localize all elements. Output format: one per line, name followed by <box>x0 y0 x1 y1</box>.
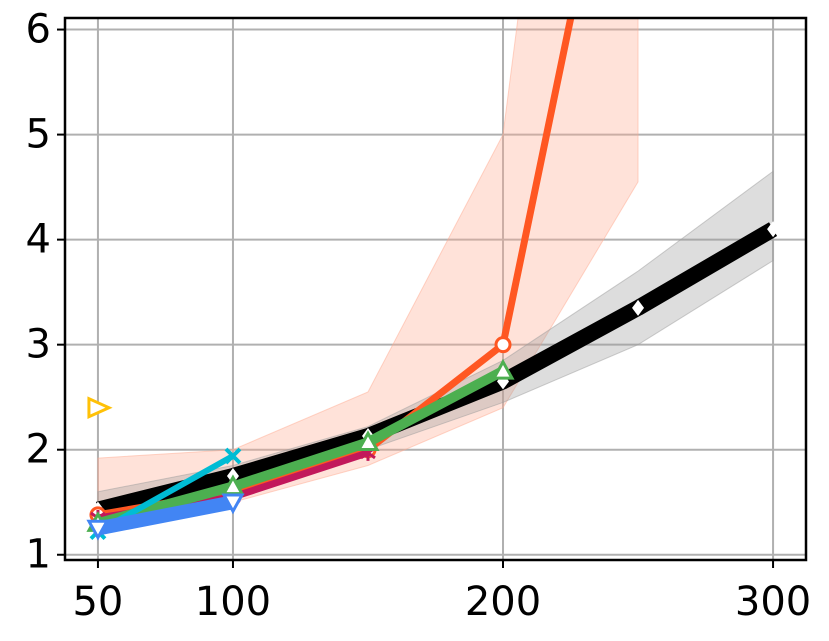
frame <box>63 16 808 562</box>
marker <box>221 493 245 515</box>
series-line <box>96 495 235 536</box>
marker <box>87 396 113 420</box>
marker <box>224 447 242 465</box>
series-line <box>96 366 506 529</box>
ticks: 50 100 200 300 1 2 3 4 5 6 <box>26 7 812 625</box>
x-tick-label: 50 <box>72 579 123 625</box>
grid <box>65 18 806 560</box>
y-tick-label: 5 <box>26 112 51 158</box>
y-tick-label: 3 <box>26 322 51 368</box>
y-tick-label: 1 <box>26 532 51 578</box>
y-tick-label: 6 <box>26 7 51 53</box>
plot-area <box>86 18 780 541</box>
marker <box>632 299 645 316</box>
marker <box>491 358 515 380</box>
x-tick-label: 200 <box>465 579 541 625</box>
y-tick-label: 4 <box>26 217 51 263</box>
x-tick-label: 100 <box>195 579 271 625</box>
marker <box>494 336 512 354</box>
marker <box>86 519 110 541</box>
x-tick-label: 300 <box>735 579 811 625</box>
marker <box>767 221 780 238</box>
marker <box>356 430 380 452</box>
y-tick-label: 2 <box>26 427 51 473</box>
